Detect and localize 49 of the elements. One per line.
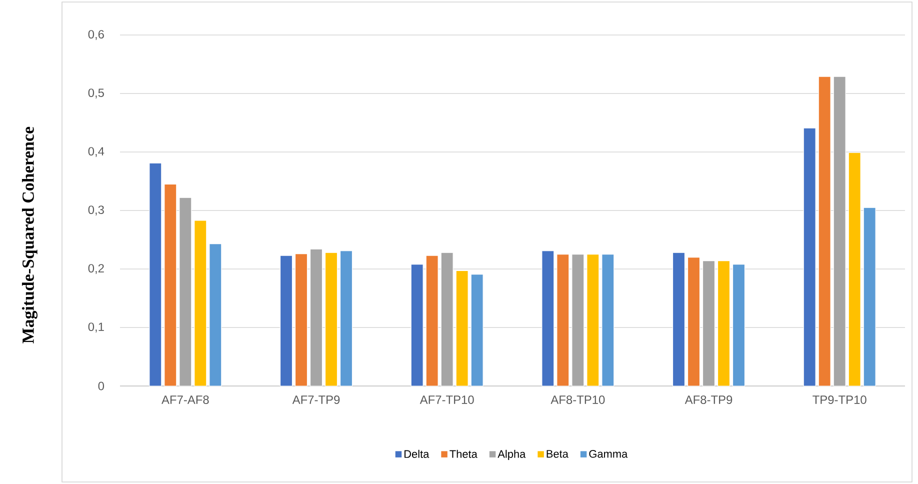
bar	[863, 207, 876, 386]
bar	[164, 184, 177, 386]
bar	[572, 254, 584, 386]
y-tick-label: 0,6	[88, 30, 104, 40]
bar	[294, 253, 308, 386]
y-tick-label: 0,4	[88, 147, 104, 157]
bar	[149, 162, 162, 386]
bar	[602, 254, 614, 386]
bar	[470, 274, 484, 386]
x-tick-label: AF8-TP10	[550, 396, 605, 404]
y-axis-title: Magitude-Squared Coherence	[22, 126, 38, 344]
bar	[672, 252, 686, 386]
legend-label: Theta	[450, 450, 478, 458]
bar	[687, 257, 700, 386]
legend-label: Alpha	[498, 450, 526, 460]
x-tick-label: AF7-AF8	[162, 396, 209, 404]
bar	[340, 250, 353, 386]
bar	[310, 248, 323, 386]
bar	[717, 260, 730, 386]
bar	[542, 250, 554, 386]
y-tick-label: 0,2	[88, 264, 104, 274]
bar	[440, 252, 454, 386]
x-tick-label: AF7-TP9	[292, 396, 340, 404]
legend-label: Beta	[546, 450, 568, 458]
bar	[456, 270, 468, 386]
bar	[209, 244, 222, 386]
bar	[556, 254, 570, 386]
x-tick-label: AF7-TP10	[420, 396, 474, 404]
bar	[702, 260, 716, 386]
bar	[410, 264, 424, 386]
bar	[280, 255, 293, 386]
bar	[324, 252, 338, 386]
bar	[818, 76, 831, 386]
bar	[426, 255, 438, 386]
bar	[179, 197, 192, 386]
y-tick-label: 0,3	[88, 206, 104, 216]
bar	[586, 254, 600, 386]
bar	[848, 152, 861, 386]
y-tick-label: 0	[98, 382, 104, 390]
bar	[732, 264, 746, 386]
y-tick-label: 0,1	[88, 322, 104, 332]
y-tick-label: 0,5	[88, 88, 104, 98]
legend-label: Gamma	[589, 450, 628, 458]
x-tick-label: TP9-TP10	[812, 396, 866, 404]
x-tick-label: AF8-TP9	[684, 396, 732, 404]
bar	[803, 128, 816, 386]
bar	[833, 76, 846, 386]
legend-label: Delta	[404, 450, 430, 458]
bar	[194, 220, 207, 386]
